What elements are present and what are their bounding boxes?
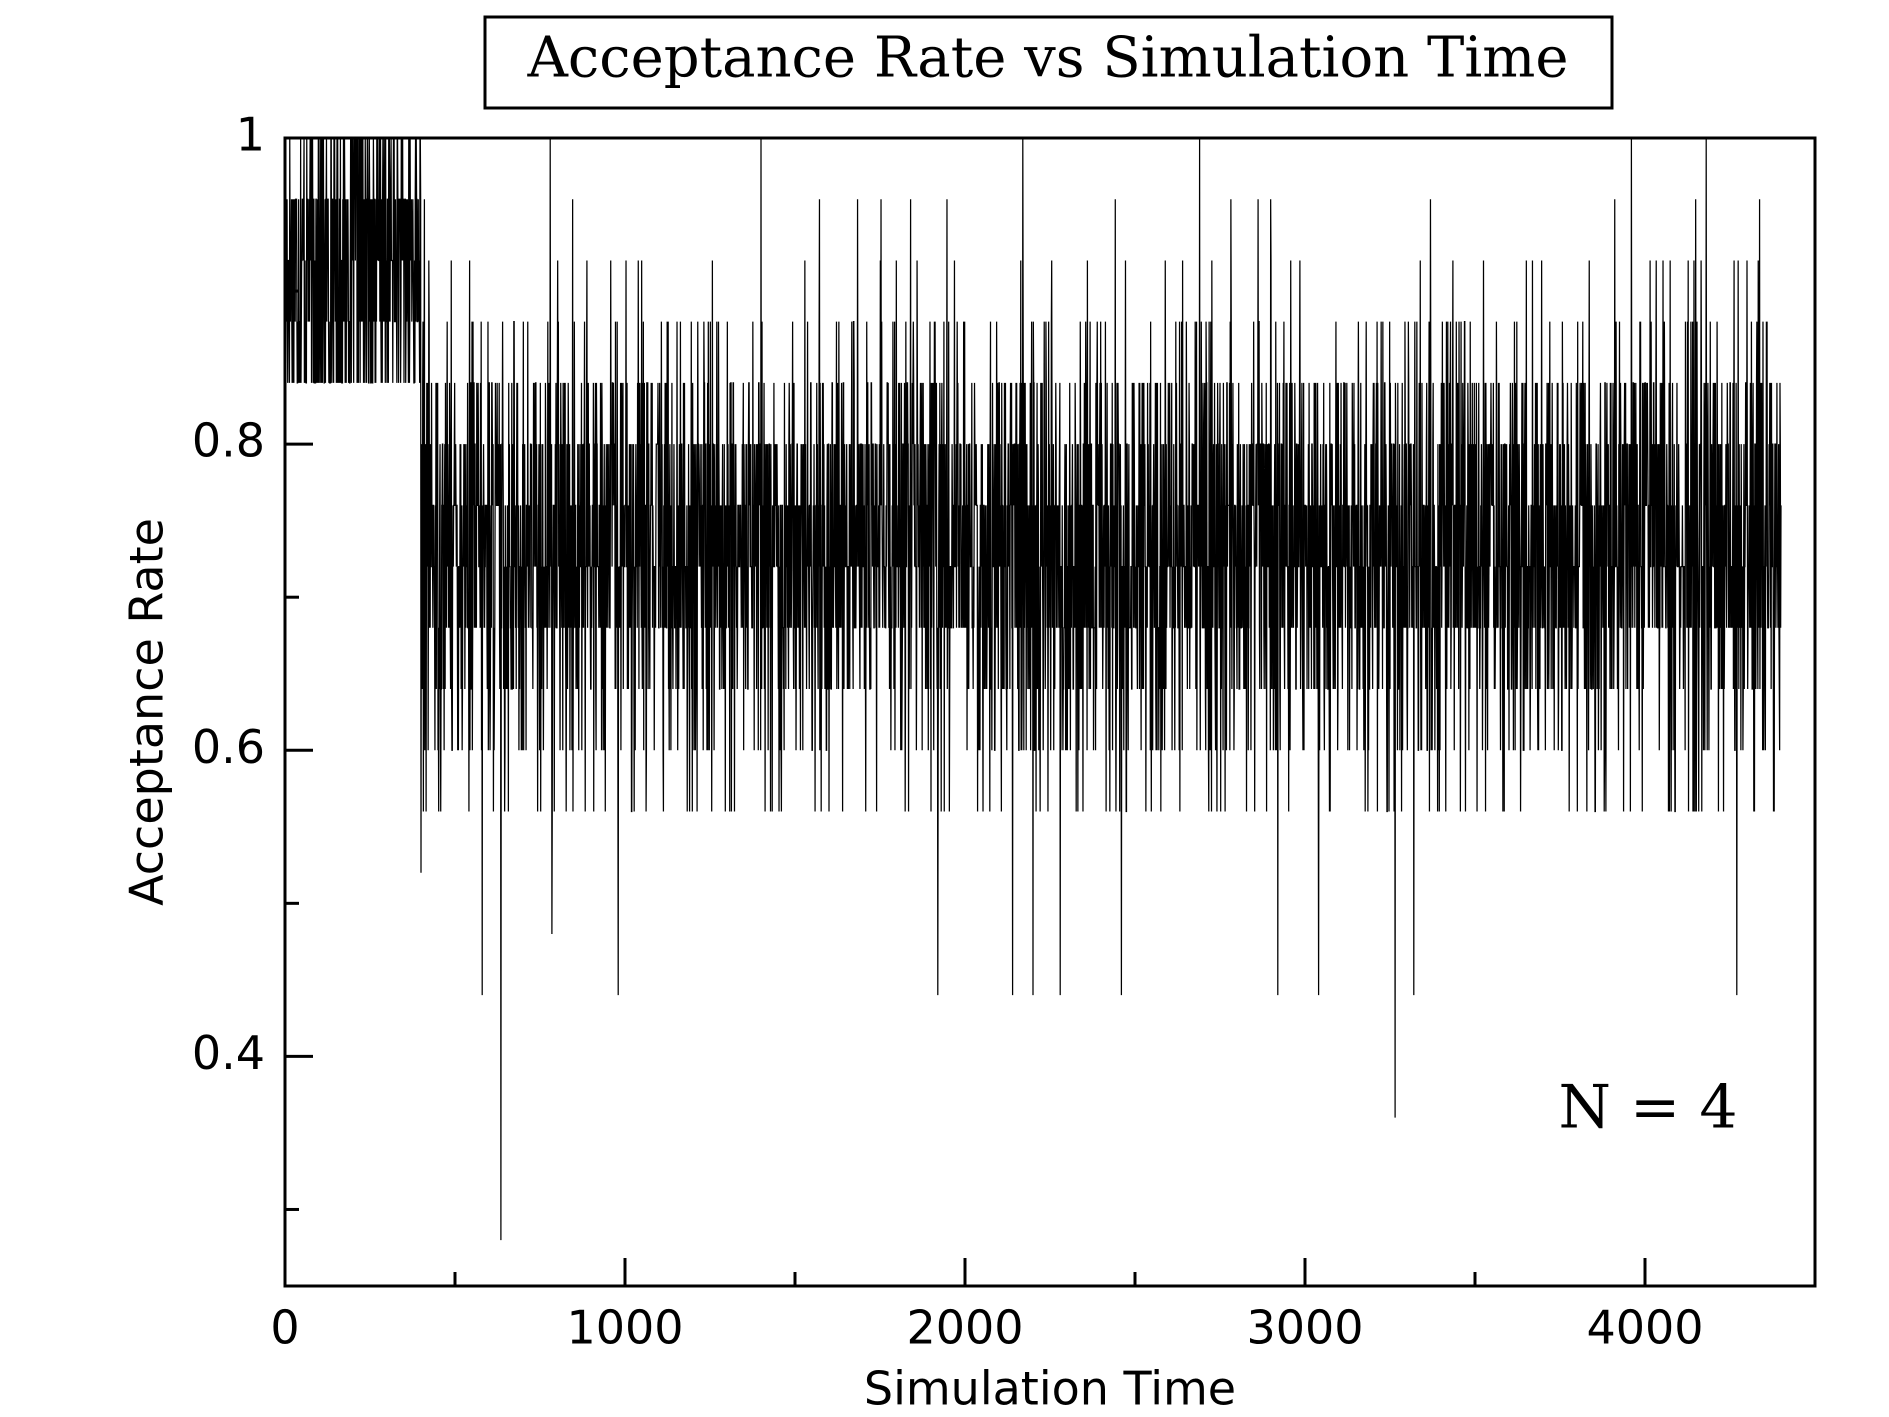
y-tick-label: 0.4 bbox=[192, 1026, 265, 1080]
x-tick-label: 1000 bbox=[566, 1301, 683, 1355]
chart-title: Acceptance Rate vs Simulation Time bbox=[526, 26, 1568, 91]
y-tick-label: 0.6 bbox=[192, 720, 265, 774]
x-tick-label: 4000 bbox=[1586, 1301, 1703, 1355]
x-tick-label: 0 bbox=[270, 1301, 299, 1355]
y-tick-label: 1 bbox=[236, 108, 265, 162]
annotation-n: N = 4 bbox=[1558, 1073, 1737, 1143]
chart-title-box: Acceptance Rate vs Simulation Time bbox=[483, 15, 1614, 110]
plot-frame bbox=[283, 136, 1817, 1288]
title-frame bbox=[483, 15, 1614, 110]
tick-group: 0 1000 2000 3000 4000 0.4 0.6 0.8 1 bbox=[192, 108, 1704, 1355]
acceptance-rate-line bbox=[284, 137, 1782, 1241]
x-tick-label: 2000 bbox=[906, 1301, 1023, 1355]
y-axis-label: Acceptance Rate bbox=[120, 518, 174, 906]
x-tick-label: 3000 bbox=[1246, 1301, 1363, 1355]
series-group bbox=[284, 137, 1782, 1241]
x-axis-label: Simulation Time bbox=[864, 1362, 1236, 1416]
y-tick-label: 0.8 bbox=[192, 414, 265, 468]
